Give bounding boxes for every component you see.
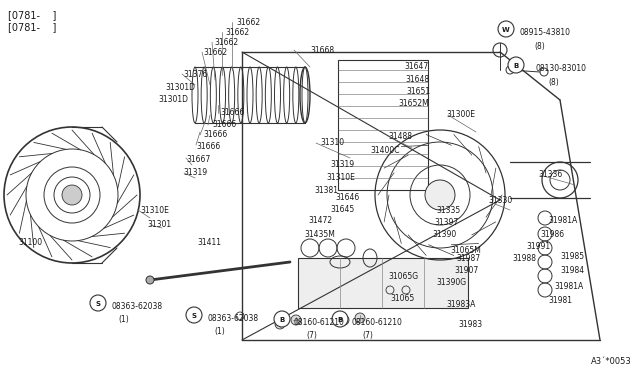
Text: 31400C: 31400C xyxy=(370,146,399,155)
Text: B: B xyxy=(513,63,518,69)
Text: [0781-    ]: [0781- ] xyxy=(8,10,56,20)
Text: 31301: 31301 xyxy=(147,220,171,229)
Text: 08160-61210: 08160-61210 xyxy=(294,318,345,327)
Text: (7): (7) xyxy=(362,331,373,340)
Text: 31488: 31488 xyxy=(388,132,412,141)
Circle shape xyxy=(291,315,301,325)
Text: A3´*0053: A3´*0053 xyxy=(591,357,632,366)
Text: 31336: 31336 xyxy=(538,170,563,179)
Text: 31666: 31666 xyxy=(212,120,236,129)
Text: (8): (8) xyxy=(548,78,559,87)
Text: 31397: 31397 xyxy=(434,218,458,227)
Text: 31301D: 31301D xyxy=(165,83,195,92)
Text: 31666: 31666 xyxy=(220,108,244,117)
Text: 31652M: 31652M xyxy=(398,99,429,108)
Circle shape xyxy=(146,276,154,284)
Text: 31662: 31662 xyxy=(225,28,249,37)
Circle shape xyxy=(355,313,365,323)
Text: (7): (7) xyxy=(306,331,317,340)
Text: 31981A: 31981A xyxy=(554,282,583,291)
Text: 31907: 31907 xyxy=(454,266,478,275)
Text: 31319: 31319 xyxy=(183,168,207,177)
Text: 31983: 31983 xyxy=(458,320,482,329)
Text: 08363-62038: 08363-62038 xyxy=(112,302,163,311)
Text: 31335: 31335 xyxy=(436,206,460,215)
Text: 31662: 31662 xyxy=(203,48,227,57)
Text: 08130-83010: 08130-83010 xyxy=(536,64,587,73)
Circle shape xyxy=(186,307,202,323)
Text: 31666: 31666 xyxy=(203,130,227,139)
Text: 31985: 31985 xyxy=(560,252,584,261)
Text: 31646: 31646 xyxy=(335,193,359,202)
Text: 31666: 31666 xyxy=(196,142,220,151)
Text: 31310: 31310 xyxy=(320,138,344,147)
Text: 31987: 31987 xyxy=(456,254,480,263)
Text: 31065M: 31065M xyxy=(450,246,481,255)
Text: 08363-62038: 08363-62038 xyxy=(208,314,259,323)
Text: (1): (1) xyxy=(118,315,129,324)
Text: 31390: 31390 xyxy=(432,230,456,239)
Circle shape xyxy=(508,57,524,73)
Text: 31310E: 31310E xyxy=(326,173,355,182)
Text: 31983A: 31983A xyxy=(446,300,476,309)
Text: 31065G: 31065G xyxy=(388,272,418,281)
Text: 31319: 31319 xyxy=(330,160,354,169)
Text: 31986: 31986 xyxy=(540,230,564,239)
Bar xyxy=(338,60,428,190)
Circle shape xyxy=(62,185,82,205)
Circle shape xyxy=(332,311,348,327)
Text: 31310E: 31310E xyxy=(140,206,169,215)
Text: 31651: 31651 xyxy=(406,87,430,96)
Text: 31411: 31411 xyxy=(197,238,221,247)
Text: 31662: 31662 xyxy=(236,18,260,27)
Text: 31376: 31376 xyxy=(183,70,207,79)
Text: 31645: 31645 xyxy=(330,205,355,214)
Text: B: B xyxy=(280,317,285,323)
Text: 31991: 31991 xyxy=(526,242,550,251)
Text: 31381: 31381 xyxy=(314,186,338,195)
Text: 08915-43810: 08915-43810 xyxy=(520,28,571,37)
Text: 31065: 31065 xyxy=(390,294,414,303)
Text: 31981A: 31981A xyxy=(548,216,577,225)
Text: 31100: 31100 xyxy=(18,238,42,247)
Text: 31984: 31984 xyxy=(560,266,584,275)
Circle shape xyxy=(339,315,349,325)
Circle shape xyxy=(274,311,290,327)
Text: B: B xyxy=(337,317,342,323)
Text: 31667: 31667 xyxy=(186,155,211,164)
Text: (8): (8) xyxy=(534,42,545,51)
Text: [0781-    ]: [0781- ] xyxy=(8,22,56,32)
Text: 31988: 31988 xyxy=(512,254,536,263)
Text: W: W xyxy=(502,27,510,33)
Circle shape xyxy=(498,21,514,37)
Text: 31390G: 31390G xyxy=(436,278,466,287)
Text: S: S xyxy=(191,313,196,319)
Text: (1): (1) xyxy=(214,327,225,336)
Circle shape xyxy=(90,295,106,311)
Text: 31662: 31662 xyxy=(214,38,238,47)
Text: 08160-61210: 08160-61210 xyxy=(352,318,403,327)
Text: 31435M: 31435M xyxy=(304,230,335,239)
Text: 31472: 31472 xyxy=(308,216,332,225)
Text: 31301D: 31301D xyxy=(158,95,188,104)
Bar xyxy=(298,258,468,308)
Text: 31981: 31981 xyxy=(548,296,572,305)
Text: S: S xyxy=(95,301,100,307)
Circle shape xyxy=(425,180,455,210)
Text: 31648: 31648 xyxy=(405,75,429,84)
Circle shape xyxy=(275,319,285,329)
Text: 31668: 31668 xyxy=(310,46,334,55)
Text: 31300E: 31300E xyxy=(446,110,475,119)
Text: 31647: 31647 xyxy=(404,62,428,71)
Text: 31330: 31330 xyxy=(488,196,512,205)
